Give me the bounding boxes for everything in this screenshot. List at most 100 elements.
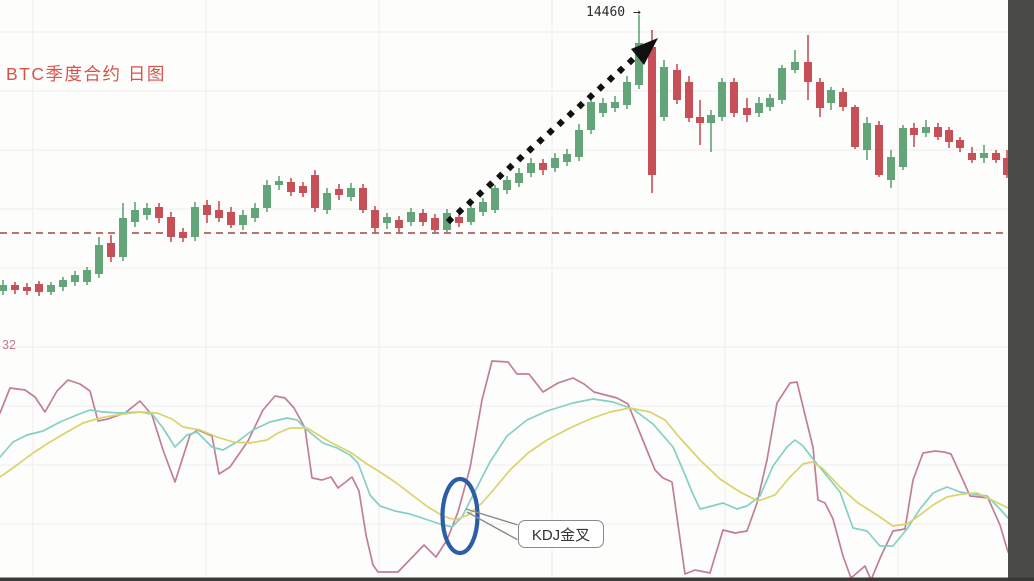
candle-body [419, 213, 427, 222]
candle-body [11, 285, 19, 290]
candle-body [804, 62, 812, 82]
candle-body [215, 210, 223, 218]
candle-body [968, 153, 976, 160]
candle-body [980, 153, 988, 158]
candle-body [383, 217, 391, 223]
candle-body [83, 270, 91, 282]
candle-body [660, 67, 668, 117]
candle-body [203, 205, 211, 215]
candle-body [227, 212, 235, 225]
candle-body [791, 62, 799, 70]
chart-title: BTC季度合约 日图 [6, 64, 166, 84]
candle-body [611, 102, 619, 108]
candle-body [707, 115, 715, 123]
candle-body [1003, 158, 1011, 175]
trend-arrow-dot [445, 215, 455, 225]
candle-body [167, 217, 175, 237]
candle-body [275, 181, 283, 185]
golden-cross-ellipse [440, 476, 480, 556]
candle-body [851, 107, 859, 147]
kdj-line-d [0, 407, 1009, 527]
candle-body [299, 186, 307, 193]
candle-body [743, 108, 751, 115]
candle-body [431, 218, 439, 230]
candle-body [407, 212, 415, 222]
candle-body [992, 153, 1000, 160]
candle-body [945, 130, 953, 142]
trend-arrow-dot [485, 180, 495, 189]
candle-body [623, 82, 631, 105]
candle-body [131, 210, 139, 222]
candle-body [35, 284, 43, 292]
trend-arrow-dot [465, 198, 475, 207]
trend-arrow-dot [506, 162, 515, 172]
peak-price-annotation: 14460 → [586, 5, 641, 20]
candle-body [191, 207, 199, 237]
candle-body [467, 208, 475, 222]
candle-body [575, 130, 583, 157]
candle-body [395, 220, 403, 228]
candle-body [251, 208, 259, 218]
candle-body [910, 128, 918, 135]
candle-body [863, 123, 871, 150]
callout-pointer-line [466, 511, 519, 541]
candle-body [503, 180, 511, 190]
candle-body [0, 285, 7, 291]
candle-body [956, 140, 964, 148]
kdj-line-j [0, 360, 1009, 581]
candle-body [839, 92, 847, 107]
side-dark-band [1008, 0, 1034, 581]
candle-body [673, 70, 681, 100]
candle-body [599, 103, 607, 113]
candle-body [875, 125, 883, 175]
trend-arrowhead-icon [631, 38, 658, 65]
bottom-edge-strip [0, 577, 1034, 581]
candle-body [371, 210, 379, 228]
trend-arrow-dot [496, 171, 505, 181]
candle-body [778, 68, 786, 100]
trend-arrow-dot [455, 206, 465, 216]
candle-body [816, 82, 824, 108]
kdj-axis-value: 32 [2, 338, 16, 352]
candle-body [455, 217, 463, 223]
candle-body [934, 127, 942, 137]
candle-body [539, 163, 547, 170]
candle-body [107, 243, 115, 257]
candle-body [899, 128, 907, 167]
candle-body [323, 193, 331, 210]
candle-body [730, 82, 738, 113]
candle-body [23, 287, 31, 291]
candle-body [635, 43, 643, 85]
candle-body [718, 82, 726, 117]
candle-body [648, 47, 656, 175]
candle-body [263, 185, 271, 208]
candle-body [47, 285, 55, 292]
candle-body [179, 232, 187, 238]
candle-body [311, 175, 319, 208]
candle-body [71, 275, 79, 282]
candle-body [59, 280, 67, 287]
candle-body [696, 117, 704, 123]
candle-body [335, 189, 343, 195]
candle-body [347, 188, 355, 197]
candle-body [143, 208, 151, 215]
candle-body [527, 163, 535, 173]
kdj-line-k [0, 398, 1009, 547]
candle-body [479, 202, 487, 212]
candle-body [827, 90, 835, 103]
candle-body [922, 127, 930, 133]
candle-body [155, 207, 163, 218]
candle-body [515, 173, 523, 183]
candle-body [287, 182, 295, 192]
callout-pointer-line [465, 508, 519, 526]
candle-body [587, 102, 595, 130]
candle-body [239, 215, 247, 225]
candle-body [95, 245, 103, 274]
candle-body [491, 188, 499, 210]
candle-body [685, 82, 693, 118]
trend-arrow-dot [475, 189, 485, 198]
kdj-golden-cross-label: KDJ金叉 [518, 520, 604, 548]
